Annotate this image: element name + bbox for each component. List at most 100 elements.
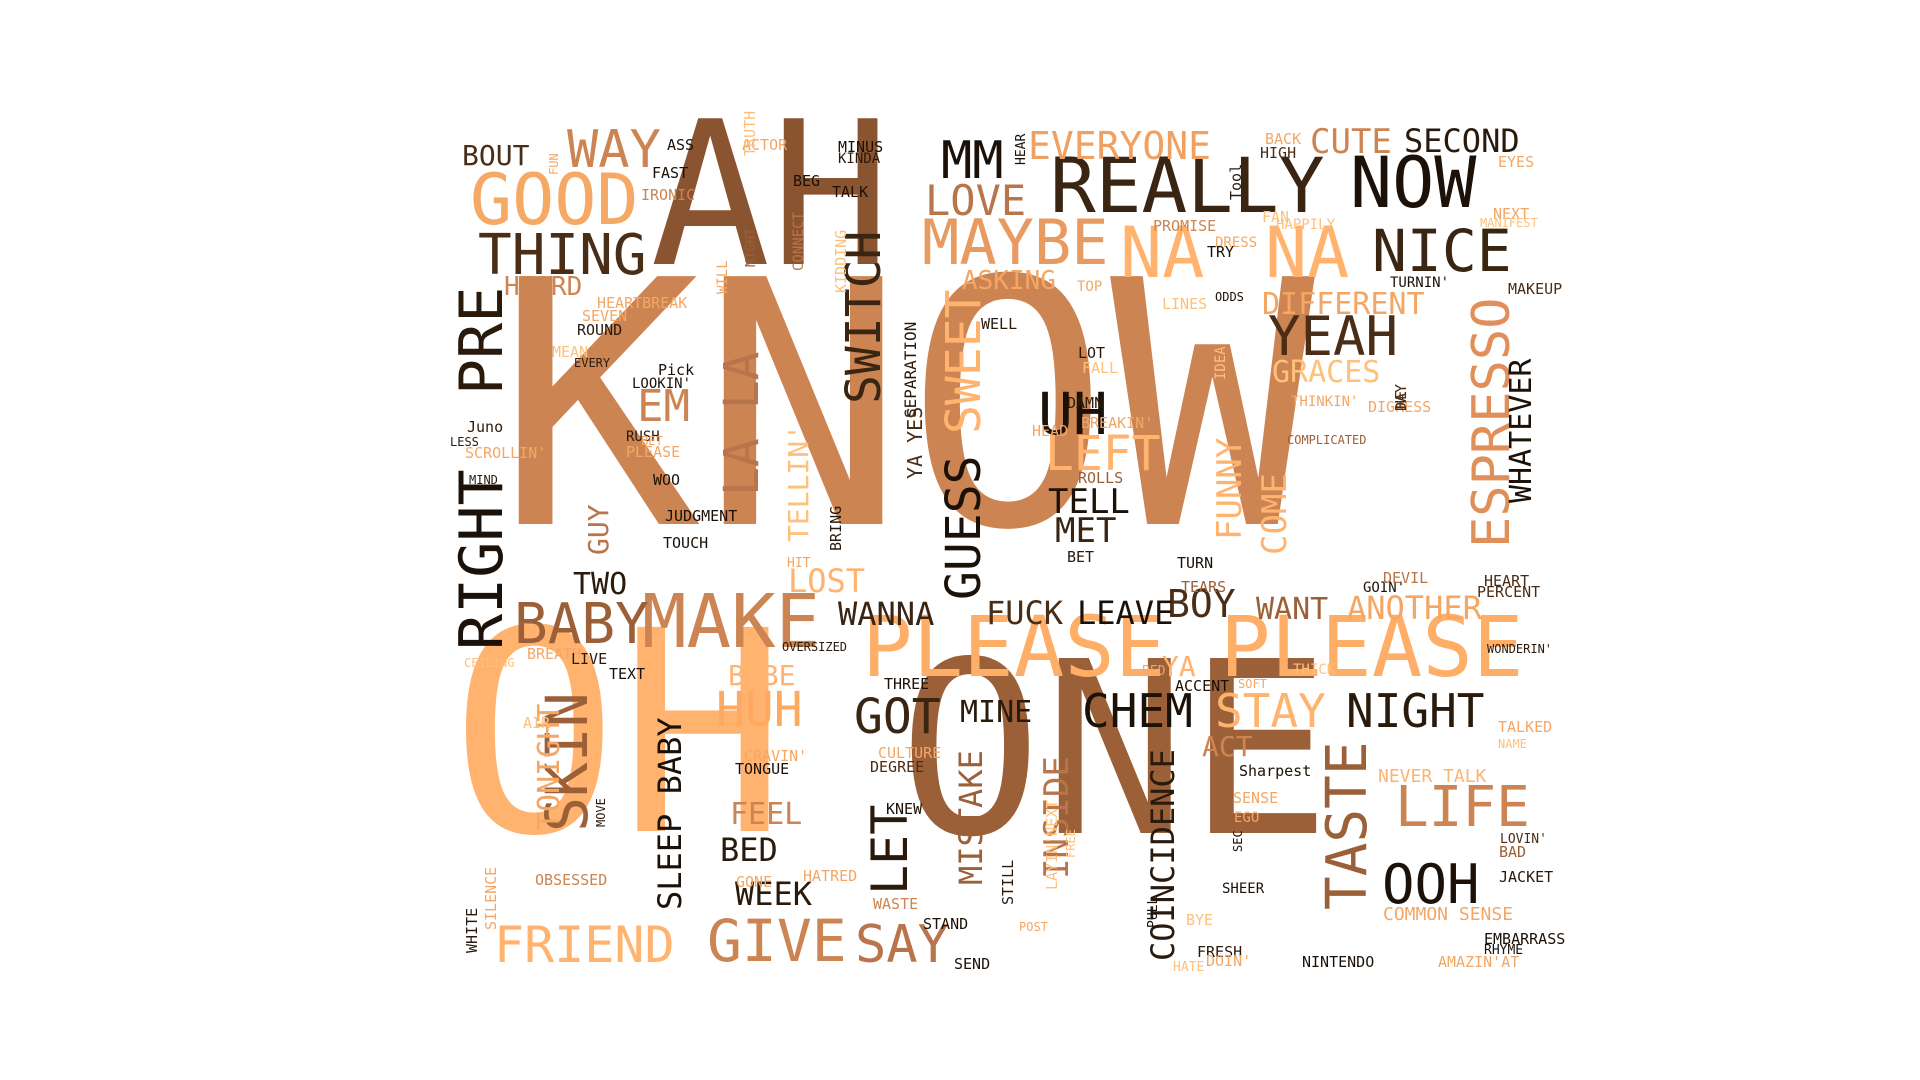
- cloud-word: RIGHT: [447, 469, 517, 650]
- cloud-word: OOH: [1382, 853, 1480, 916]
- cloud-word: CUTE: [1310, 122, 1392, 162]
- cloud-word: NOW: [1350, 142, 1477, 224]
- cloud-word: HEART: [1484, 572, 1530, 590]
- cloud-word: SEVEN: [582, 307, 628, 325]
- cloud-word: Juno: [467, 418, 504, 436]
- cloud-word: GIVE: [707, 907, 847, 975]
- cloud-word: WASTE: [873, 895, 919, 913]
- cloud-word: RUSH: [626, 429, 660, 445]
- cloud-word: WHITE: [463, 907, 481, 953]
- cloud-word: SILENCE: [482, 866, 500, 930]
- cloud-word: MIGHT: [744, 227, 759, 267]
- cloud-word: PULL: [1146, 896, 1161, 928]
- cloud-word: LOOKIN': [632, 376, 692, 392]
- cloud-word: JUDGMENT: [665, 507, 738, 525]
- cloud-word: BYE: [1186, 911, 1214, 929]
- cloud-word: LINES: [1162, 295, 1208, 313]
- cloud-word: OVERSIZED: [782, 640, 848, 654]
- cloud-word: UH: [1038, 380, 1108, 448]
- cloud-word: ODDS: [1215, 290, 1244, 304]
- cloud-word: GUESS: [936, 455, 992, 601]
- cloud-word: PLEASE: [862, 598, 1166, 696]
- cloud-word: EMBARRASS: [1484, 930, 1566, 948]
- cloud-word: BREATH: [527, 645, 582, 663]
- cloud-word: TOP: [1077, 279, 1103, 295]
- cloud-word: SOFT: [1238, 677, 1267, 691]
- cloud-word: TURNIN': [1390, 275, 1450, 291]
- cloud-word: DEVIL: [1383, 569, 1429, 587]
- cloud-word: TELL: [1048, 482, 1130, 522]
- cloud-word: PERCENT: [1477, 583, 1541, 601]
- cloud-word: HEARTBREAK: [597, 294, 688, 312]
- cloud-word: DRESS: [1215, 235, 1258, 251]
- cloud-word: HATRED: [803, 867, 858, 885]
- cloud-word: LA LA: [714, 351, 770, 497]
- cloud-word: SENSE: [1233, 789, 1279, 807]
- cloud-word: DAMN: [1067, 394, 1104, 412]
- cloud-word: ANOTHER: [1347, 589, 1482, 627]
- cloud-word: NA: [1120, 212, 1205, 294]
- cloud-word: MISTAKE: [952, 750, 990, 885]
- cloud-word: PROMISE: [1153, 217, 1217, 235]
- cloud-word: ACTOR: [742, 136, 788, 154]
- cloud-word: ROUND: [577, 321, 623, 339]
- cloud-word: LIVE: [571, 650, 608, 668]
- cloud-word: NIGHT: [1346, 684, 1485, 738]
- cloud-word: KIDDING: [832, 229, 850, 293]
- cloud-word: NAME: [1498, 737, 1527, 751]
- cloud-word: WELL: [981, 315, 1018, 333]
- cloud-word: TRY: [1207, 243, 1235, 261]
- cloud-word: WANT: [1256, 592, 1329, 627]
- cloud-word: WHATEVER: [1504, 358, 1539, 504]
- cloud-word: SECOND: [1404, 122, 1520, 160]
- cloud-word: EVERY: [574, 356, 611, 370]
- cloud-word: BACK: [1265, 130, 1302, 148]
- cloud-word: COINCIDENCE: [1144, 749, 1182, 961]
- cloud-word: BRING: [827, 505, 845, 551]
- cloud-word: MM: [941, 131, 1004, 191]
- cloud-word: KNEW: [886, 800, 923, 818]
- cloud-word: Tool: [1227, 163, 1245, 200]
- cloud-word: COME: [1255, 473, 1295, 555]
- cloud-word: BEG: [793, 172, 821, 190]
- cloud-word: CEILING: [464, 656, 515, 670]
- cloud-word: ACT: [1202, 730, 1253, 763]
- cloud-word: FUCK: [986, 594, 1064, 632]
- cloud-word: EVERYONE: [1028, 124, 1212, 168]
- cloud-word: CHEM: [1082, 684, 1193, 738]
- cloud-word: LIFE: [1395, 775, 1530, 840]
- cloud-word: LET: [861, 804, 919, 895]
- cloud-word: THING: [478, 223, 647, 288]
- cloud-word: WOO: [653, 471, 681, 489]
- cloud-word: NINTENDO: [1302, 953, 1375, 971]
- cloud-word: PLEASE: [1220, 598, 1524, 696]
- cloud-word: POST: [1019, 920, 1048, 934]
- cloud-word: STILL: [999, 859, 1017, 905]
- cloud-word: WAY: [567, 120, 661, 180]
- cloud-word: HEARD: [504, 272, 583, 302]
- cloud-word: FRESH: [1197, 943, 1243, 961]
- cloud-word: AH: [650, 79, 891, 312]
- cloud-word: HEAD: [1032, 422, 1069, 440]
- cloud-word: PRE: [447, 286, 517, 395]
- cloud-word: HEAR: [1014, 133, 1029, 165]
- cloud-word: SEC: [1231, 830, 1245, 852]
- cloud-word: MOVE: [594, 798, 608, 827]
- cloud-word: SCROLLIN': [465, 444, 547, 462]
- cloud-word: MANIFEST: [1480, 216, 1538, 230]
- cloud-word: KNOW: [496, 209, 1315, 605]
- cloud-word: BET: [1067, 548, 1095, 566]
- cloud-word: FAST: [652, 164, 689, 182]
- cloud-word: COMMON SENSE: [1383, 904, 1514, 925]
- cloud-word: THINKIN': [1291, 394, 1359, 410]
- cloud-word: ACCENT: [1175, 677, 1230, 695]
- cloud-word: SHEER: [1222, 881, 1265, 897]
- cloud-word: MAKEUP: [1508, 280, 1563, 298]
- cloud-word: BREAKIN': [1081, 414, 1154, 432]
- cloud-word: MAKE: [642, 579, 821, 665]
- cloud-word: EGO: [1234, 810, 1260, 826]
- cloud-word: TONGUE: [735, 760, 790, 778]
- cloud-word: TWO: [573, 567, 628, 602]
- cloud-word: NEXT: [1493, 205, 1530, 223]
